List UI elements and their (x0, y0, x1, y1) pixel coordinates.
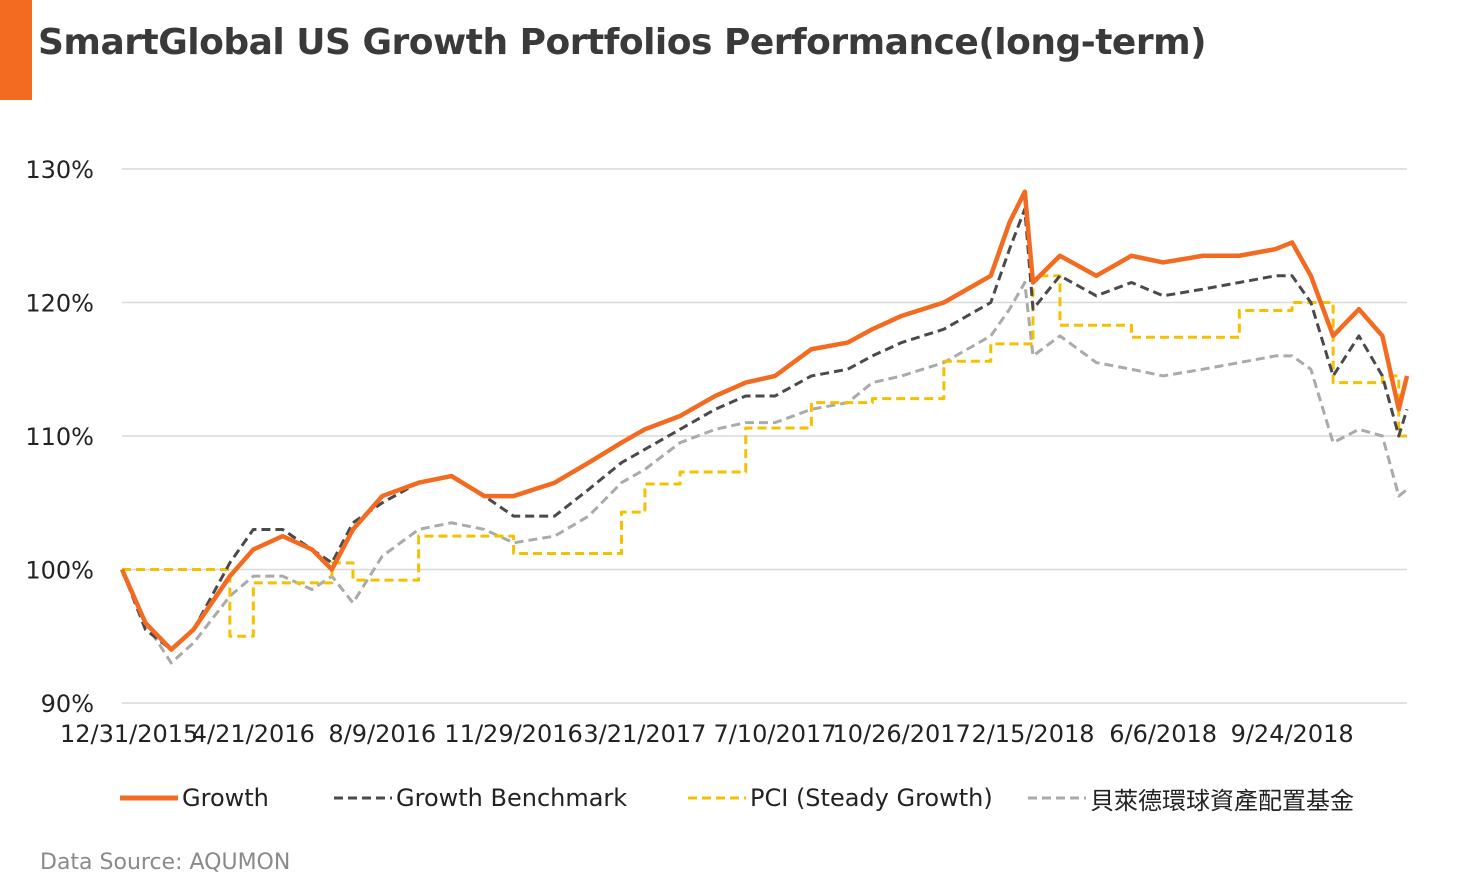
legend-item-growth-benchmark[interactable]: Growth Benchmark (334, 780, 627, 816)
title-accent-bar (0, 0, 32, 100)
y-axis-tick-labels: 90% 100% 110% 120% 130% (25, 156, 94, 718)
series-line-2 (122, 274, 1407, 638)
x-tick-label: 9/24/2018 (1231, 720, 1354, 748)
series-line-0 (119, 189, 1410, 652)
series-line-3 (120, 280, 1408, 665)
x-tick-label: 4/21/2016 (192, 720, 315, 748)
series-line-1 (120, 207, 1409, 652)
x-tick-label: 3/21/2017 (583, 720, 706, 748)
legend-item-growth[interactable]: Growth (120, 780, 269, 816)
gridlines (122, 168, 1407, 704)
x-tick-label: 12/31/2015 (60, 720, 198, 748)
x-tick-label: 11/29/2016 (444, 720, 582, 748)
y-tick-label: 90% (41, 690, 94, 718)
y-tick-label: 130% (25, 156, 94, 184)
legend-swatch-pci (688, 796, 746, 800)
data-source-note: Data Source: AQUMON (40, 850, 291, 875)
legend-label-pci: PCI (Steady Growth) (750, 784, 993, 812)
y-tick-label: 120% (25, 290, 94, 318)
x-tick-label: 10/26/2017 (833, 720, 971, 748)
legend-label-growth-benchmark: Growth Benchmark (396, 784, 628, 812)
chart-title: SmartGlobal US Growth Portfolios Perform… (38, 22, 1207, 63)
legend-swatch-blackrock (1028, 796, 1086, 800)
x-tick-label: 8/9/2016 (328, 720, 436, 748)
legend-swatch-growth-benchmark (334, 796, 392, 800)
legend-swatch-growth (120, 795, 178, 801)
series-lines (119, 189, 1410, 665)
x-tick-label: 7/10/2017 (714, 720, 837, 748)
y-tick-label: 110% (25, 423, 94, 451)
x-tick-label: 6/6/2018 (1109, 720, 1217, 748)
y-tick-label: 100% (25, 557, 94, 585)
legend-item-pci[interactable]: PCI (Steady Growth) (688, 780, 993, 816)
legend-item-blackrock[interactable]: 貝萊德環球資產配置基金 (1028, 780, 1354, 816)
legend-label-blackrock: 貝萊德環球資產配置基金 (1090, 786, 1354, 815)
legend-label-growth: Growth (182, 784, 269, 812)
x-tick-label: 2/15/2018 (971, 720, 1094, 748)
